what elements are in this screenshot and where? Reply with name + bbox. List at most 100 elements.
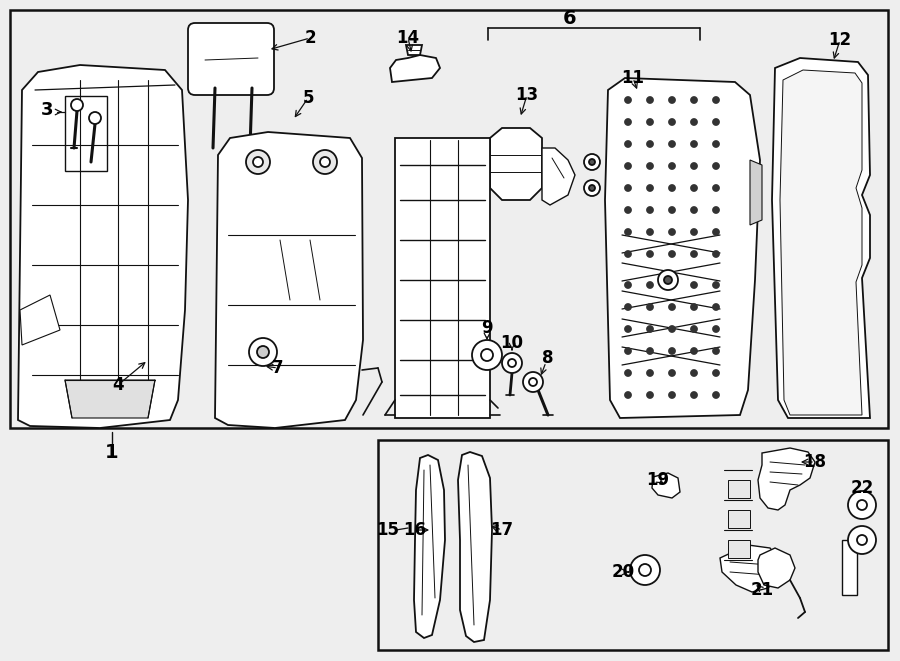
Circle shape — [713, 282, 719, 288]
FancyBboxPatch shape — [188, 23, 274, 95]
Circle shape — [646, 163, 653, 169]
Circle shape — [713, 251, 719, 258]
Text: 10: 10 — [500, 334, 524, 352]
Circle shape — [690, 206, 698, 214]
Circle shape — [646, 206, 653, 214]
Circle shape — [508, 359, 516, 367]
Text: 6: 6 — [563, 9, 577, 28]
Polygon shape — [772, 58, 870, 418]
Circle shape — [646, 369, 653, 377]
Circle shape — [713, 391, 719, 399]
Circle shape — [857, 500, 867, 510]
Circle shape — [713, 369, 719, 377]
Circle shape — [253, 157, 263, 167]
Circle shape — [690, 229, 698, 235]
Text: 13: 13 — [516, 86, 538, 104]
Circle shape — [669, 348, 676, 354]
Circle shape — [625, 251, 632, 258]
Circle shape — [249, 338, 277, 366]
Bar — [378, 440, 888, 650]
Circle shape — [89, 112, 101, 124]
Circle shape — [646, 391, 653, 399]
Circle shape — [669, 251, 676, 258]
Polygon shape — [652, 473, 680, 498]
Circle shape — [646, 348, 653, 354]
Polygon shape — [758, 448, 815, 510]
Polygon shape — [20, 295, 60, 345]
Circle shape — [669, 303, 676, 311]
Circle shape — [646, 141, 653, 147]
Polygon shape — [18, 65, 188, 428]
Circle shape — [625, 303, 632, 311]
Circle shape — [713, 163, 719, 169]
Text: 9: 9 — [482, 319, 493, 337]
Circle shape — [502, 353, 522, 373]
Circle shape — [625, 118, 632, 126]
Circle shape — [246, 150, 270, 174]
Bar — [65, 96, 107, 171]
Circle shape — [646, 229, 653, 235]
Circle shape — [669, 325, 676, 332]
Circle shape — [669, 118, 676, 126]
Circle shape — [589, 185, 595, 191]
Circle shape — [646, 303, 653, 311]
Circle shape — [669, 206, 676, 214]
Circle shape — [713, 184, 719, 192]
Circle shape — [669, 141, 676, 147]
Polygon shape — [215, 132, 363, 428]
Bar — [842, 540, 857, 595]
Circle shape — [625, 391, 632, 399]
Circle shape — [690, 184, 698, 192]
Polygon shape — [780, 70, 862, 415]
Text: 12: 12 — [828, 31, 851, 49]
Polygon shape — [720, 545, 780, 592]
Circle shape — [584, 180, 600, 196]
Text: 2: 2 — [304, 29, 316, 47]
Circle shape — [646, 282, 653, 288]
Circle shape — [690, 369, 698, 377]
Bar — [728, 480, 750, 498]
Text: 1: 1 — [105, 444, 119, 463]
Text: 15: 15 — [376, 521, 400, 539]
Text: 8: 8 — [542, 349, 554, 367]
Polygon shape — [458, 452, 492, 642]
Text: 5: 5 — [302, 89, 314, 107]
Text: 19: 19 — [646, 471, 670, 489]
Text: 18: 18 — [804, 453, 826, 471]
Circle shape — [713, 118, 719, 126]
Circle shape — [472, 340, 502, 370]
Polygon shape — [406, 45, 422, 55]
Circle shape — [690, 251, 698, 258]
Circle shape — [646, 251, 653, 258]
Text: 11: 11 — [622, 69, 644, 87]
Polygon shape — [542, 148, 575, 205]
Polygon shape — [758, 548, 795, 588]
Polygon shape — [395, 138, 490, 418]
Circle shape — [625, 348, 632, 354]
Bar — [728, 510, 750, 528]
Circle shape — [669, 163, 676, 169]
Circle shape — [669, 369, 676, 377]
Circle shape — [646, 118, 653, 126]
Circle shape — [848, 526, 876, 554]
Circle shape — [713, 141, 719, 147]
Polygon shape — [720, 448, 756, 600]
Text: 3: 3 — [40, 101, 53, 119]
Circle shape — [690, 303, 698, 311]
Circle shape — [625, 184, 632, 192]
Text: 22: 22 — [850, 479, 874, 497]
Circle shape — [690, 348, 698, 354]
Circle shape — [664, 276, 672, 284]
Circle shape — [713, 325, 719, 332]
Bar — [728, 540, 750, 558]
Circle shape — [313, 150, 337, 174]
Circle shape — [646, 97, 653, 104]
Circle shape — [658, 270, 678, 290]
Circle shape — [848, 491, 876, 519]
Circle shape — [625, 141, 632, 147]
Circle shape — [669, 282, 676, 288]
Circle shape — [584, 154, 600, 170]
Circle shape — [669, 97, 676, 104]
Circle shape — [690, 163, 698, 169]
Text: 4: 4 — [112, 376, 124, 394]
